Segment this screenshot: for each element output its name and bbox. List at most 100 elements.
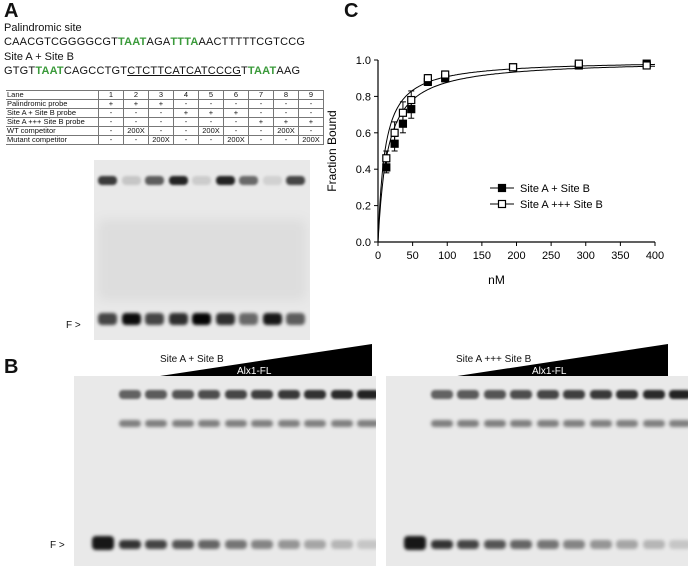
gel-band: [145, 176, 164, 185]
lane-conditions-table: Lane 1 2 3 4 5 6 7 8 9 Palindromic probe + + + - - - - - - S…: [6, 90, 324, 145]
gel-band: [92, 536, 114, 550]
gel-band: [286, 313, 305, 325]
gel-band: [215, 313, 235, 325]
gel-band: [192, 313, 211, 325]
gel-band: [239, 313, 258, 325]
gel-band: [589, 420, 612, 427]
gel-band: [239, 176, 258, 185]
panel-a-gel: [94, 160, 310, 340]
taat-motif: TAAT: [118, 36, 147, 48]
gel-band: [171, 390, 194, 399]
gel-band: [224, 540, 247, 549]
gel-band: [510, 390, 532, 399]
condition-cell: 200X: [298, 135, 324, 145]
gel-band: [457, 420, 479, 427]
condition-row: Palindromic probe + + + - - - - - -: [6, 99, 324, 109]
condition-label: Mutant competitor: [6, 135, 99, 145]
legend-marker: [497, 183, 507, 193]
x-axis-label: nM: [488, 273, 505, 287]
gel-band: [357, 390, 376, 399]
gel-band: [563, 420, 585, 427]
gel-band: [642, 420, 665, 427]
taat-motif: TTTA: [170, 36, 199, 48]
sequence-segment: AACTTTTTCGTCCG: [198, 36, 306, 48]
gel-band: [198, 420, 220, 427]
panel-b-right-gel: [386, 376, 688, 566]
sequence-segment: AGA: [146, 36, 171, 48]
condition-cell: 200X: [223, 135, 249, 145]
condition-cell: -: [123, 135, 149, 145]
gel-band: [215, 176, 235, 185]
data-point: [508, 63, 518, 72]
condition-cell: -: [273, 135, 299, 145]
gel-band: [121, 176, 141, 185]
gel-band: [277, 390, 300, 399]
x-tick-label: 150: [473, 250, 491, 262]
panel-b-right-title: Site A +++ Site B: [456, 354, 532, 365]
palindromic-sequence: CAACGTCGGGGCGTTAATAGATTTAAACTTTTTCGTCCG: [4, 36, 305, 48]
gel-band: [563, 390, 585, 399]
gel-band: [357, 420, 376, 427]
gel-band: [330, 390, 353, 399]
y-tick-label: 0.2: [356, 201, 371, 213]
gel-band: [277, 540, 300, 549]
gel-band: [304, 540, 326, 549]
gel-band: [430, 420, 453, 427]
gel-band: [536, 540, 559, 549]
gel-band: [669, 540, 688, 549]
gel-band: [168, 176, 188, 185]
legend-label: Site A +++ Site B: [520, 199, 603, 211]
gel-band: [563, 540, 585, 549]
gel-band: [121, 313, 141, 325]
binding-curve-chart: 0.0 0.2 0.4 0.6 0.8 1.0 0 50 100 150 200 250 300 350 4…: [325, 55, 664, 287]
gel-band: [669, 420, 688, 427]
x-tick-label: 300: [577, 250, 595, 262]
gel-band: [171, 540, 194, 549]
gel-band: [357, 540, 376, 549]
condition-row: Site A +++ Site B probe - - - - - - + + +: [6, 117, 324, 127]
panel-b-left-gel: [74, 376, 376, 566]
sequence-segment: CAACGTCGGGGCGT: [4, 36, 119, 48]
condition-cell: -: [98, 135, 124, 145]
gel-band: [145, 420, 167, 427]
sequence-segment: CTCTTCATCATCCCG: [127, 65, 241, 77]
gel-band: [430, 540, 453, 549]
y-tick-label: 0.4: [356, 164, 371, 176]
x-tick-label: 50: [407, 250, 419, 262]
y-axis-label: Fraction Bound: [325, 110, 339, 191]
fit-curve: [377, 63, 656, 243]
gel-band: [330, 540, 353, 549]
sequence-segment: GTGT: [4, 65, 36, 77]
y-tick-label: 0.6: [356, 128, 371, 140]
gel-band: [98, 176, 117, 185]
site-ab-label: Site A + Site B: [4, 51, 75, 63]
gel-band: [642, 390, 665, 399]
condition-row: Site A + Site B probe - - - + + + - - -: [6, 108, 324, 118]
gel-band: [251, 390, 273, 399]
gel-band: [483, 540, 506, 549]
gel-band: [251, 420, 273, 427]
gel-band: [404, 536, 426, 550]
panel-b-letter: B: [4, 356, 19, 378]
gel-band: [192, 176, 211, 185]
gel-band: [457, 390, 479, 399]
condition-cell: -: [173, 135, 199, 145]
gel-band: [510, 420, 532, 427]
condition-row: WT competitor -200X - -200X - -200X -: [6, 126, 324, 136]
data-point: [441, 70, 450, 79]
gel-band: [616, 420, 638, 427]
gel-band: [483, 420, 506, 427]
data-point: [398, 108, 408, 117]
gel-band: [198, 390, 220, 399]
gel-band: [304, 390, 326, 399]
panel-b-left-title: Site A + Site B: [160, 354, 224, 365]
taat-motif: TAAT: [35, 65, 64, 77]
data-point: [642, 61, 651, 70]
data-point: [407, 95, 416, 105]
site-ab-sequence: GTGTTAATCAGCCTGTCTCTTCATCATCCCGTTAATAAG: [4, 65, 300, 77]
gel-band: [304, 420, 326, 427]
gel-band: [616, 390, 638, 399]
legend-marker: [497, 199, 507, 209]
sequence-segment: CAGCCTGT: [63, 65, 128, 77]
gel-band: [145, 390, 167, 399]
